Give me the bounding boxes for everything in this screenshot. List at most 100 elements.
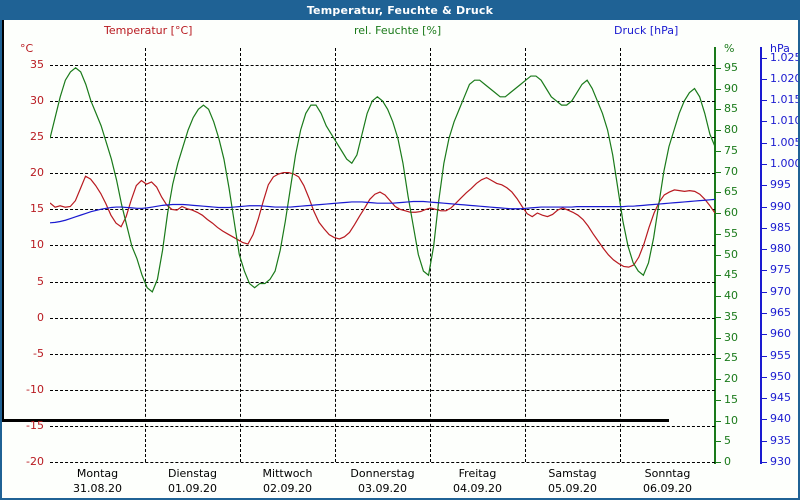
humidity-tick-mark [716,130,721,131]
series-line-right2 [50,199,715,222]
pressure-axis-line [760,47,762,464]
pressure-tick-label: 935 [770,433,791,447]
day-name: Samstag [548,467,597,480]
pressure-tick-mark [762,313,767,315]
humidity-tick-label: 10 [724,413,738,427]
day-label: Sonntag 06.09.20 [620,467,715,495]
left-axis-tick-label: -5 [33,346,44,360]
pressure-tick-label: 1.000 [770,157,800,171]
chart-curves [50,47,715,462]
pressure-tick-mark [762,440,767,442]
day-label: Freitag 04.09.20 [430,467,525,495]
humidity-tick-label: 65 [724,185,738,199]
day-date: 06.09.20 [643,482,692,495]
day-label: Donnerstag 03.09.20 [335,467,430,495]
day-date: 03.09.20 [358,482,407,495]
pressure-tick-mark [762,164,767,166]
humidity-tick-label: 20 [724,372,738,385]
humidity-tick-label: 80 [724,123,738,136]
pressure-tick-mark [762,142,767,144]
left-axis-unit: °C [20,42,34,55]
humidity-tick-label: 90 [724,81,738,95]
humidity-tick-mark [716,67,721,69]
humidity-axis-unit: % [724,42,735,55]
left-axis-tick-label: 10 [30,238,44,252]
left-axis-tick-label: 30 [30,94,44,108]
pressure-tick-mark [762,249,767,251]
left-axis-tick-label: -15 [26,418,44,432]
gridline-horizontal [50,389,715,391]
legend-pressure: Druck [hPa] [614,24,679,37]
pressure-tick-label: 970 [770,284,791,298]
gridline-horizontal [50,462,715,463]
pressure-tick-label: 985 [770,220,791,234]
pressure-tick-mark [762,376,767,378]
window-title: Temperatur, Feuchte & Druck [2,2,798,20]
humidity-tick-label: 60 [724,206,738,219]
day-name: Dienstag [167,467,218,480]
humidity-tick-mark [716,213,721,214]
series-line-left [50,173,715,268]
humidity-tick-label: 0 [724,455,731,468]
humidity-tick-label: 15 [724,392,738,406]
humidity-axis-line [714,47,716,464]
pressure-tick-mark [762,227,767,229]
humidity-tick-label: 95 [724,60,738,74]
legend-temperature: Temperatur [°C] [104,24,193,37]
gridline-vertical-day [430,48,431,462]
humidity-tick-mark [716,462,721,463]
humidity-tick-mark [716,192,721,194]
pressure-tick-label: 1.005 [770,135,800,149]
pressure-tick-label: 1.020 [770,71,800,85]
gridline-horizontal [50,173,715,175]
day-name: Mittwoch [262,467,313,480]
humidity-tick-mark [716,109,721,111]
gridline-horizontal [50,65,715,67]
pressure-tick-label: 990 [770,199,791,213]
pressure-tick-mark [762,121,767,123]
series-line-right1 [50,68,715,292]
day-date: 01.09.20 [168,482,217,495]
day-date: 04.09.20 [453,482,502,495]
left-axis-tick-label: 25 [30,130,44,144]
humidity-tick-mark [716,337,721,339]
humidity-tick-mark [716,275,721,277]
humidity-tick-label: 55 [724,226,738,240]
pressure-tick-label: 930 [770,455,791,468]
day-label: Dienstag 01.09.20 [145,467,240,495]
legend-humidity: rel. Feuchte [%] [354,24,442,37]
left-axis-tick-label: 0 [37,310,44,324]
pressure-tick-label: 965 [770,306,791,320]
humidity-tick-mark [716,233,721,235]
pressure-tick-mark [762,291,767,293]
day-name: Sonntag [644,467,691,480]
pressure-tick-mark [762,419,767,421]
pressure-tick-label: 950 [770,369,791,383]
left-axis-tick-label: 15 [30,202,44,216]
pressure-tick-label: 1.015 [770,93,800,107]
gridline-horizontal [50,137,715,139]
gridline-vertical-day [525,48,526,462]
left-axis-tick-label: 20 [30,166,44,180]
humidity-tick-mark [716,150,721,152]
left-axis-tick-label: -20 [26,455,44,468]
humidity-tick-label: 85 [724,102,738,116]
gridline-horizontal [50,209,715,211]
gridline-vertical-day [335,48,336,462]
humidity-tick-mark [716,379,721,380]
pressure-tick-label: 1.010 [770,114,800,128]
pressure-tick-mark [762,185,767,187]
pressure-tick-label: 975 [770,263,791,277]
pressure-tick-mark [762,398,767,400]
gridline-vertical-day [240,48,241,462]
gridline-horizontal [50,245,715,247]
humidity-tick-mark [716,88,721,90]
gridline-horizontal [50,425,715,427]
pressure-axis-unit: hPa [770,42,790,55]
gridline-horizontal [50,317,715,319]
humidity-tick-label: 45 [724,268,738,282]
pressure-tick-mark [762,78,767,80]
pressure-tick-label: 960 [770,327,791,341]
humidity-tick-label: 30 [724,330,738,344]
